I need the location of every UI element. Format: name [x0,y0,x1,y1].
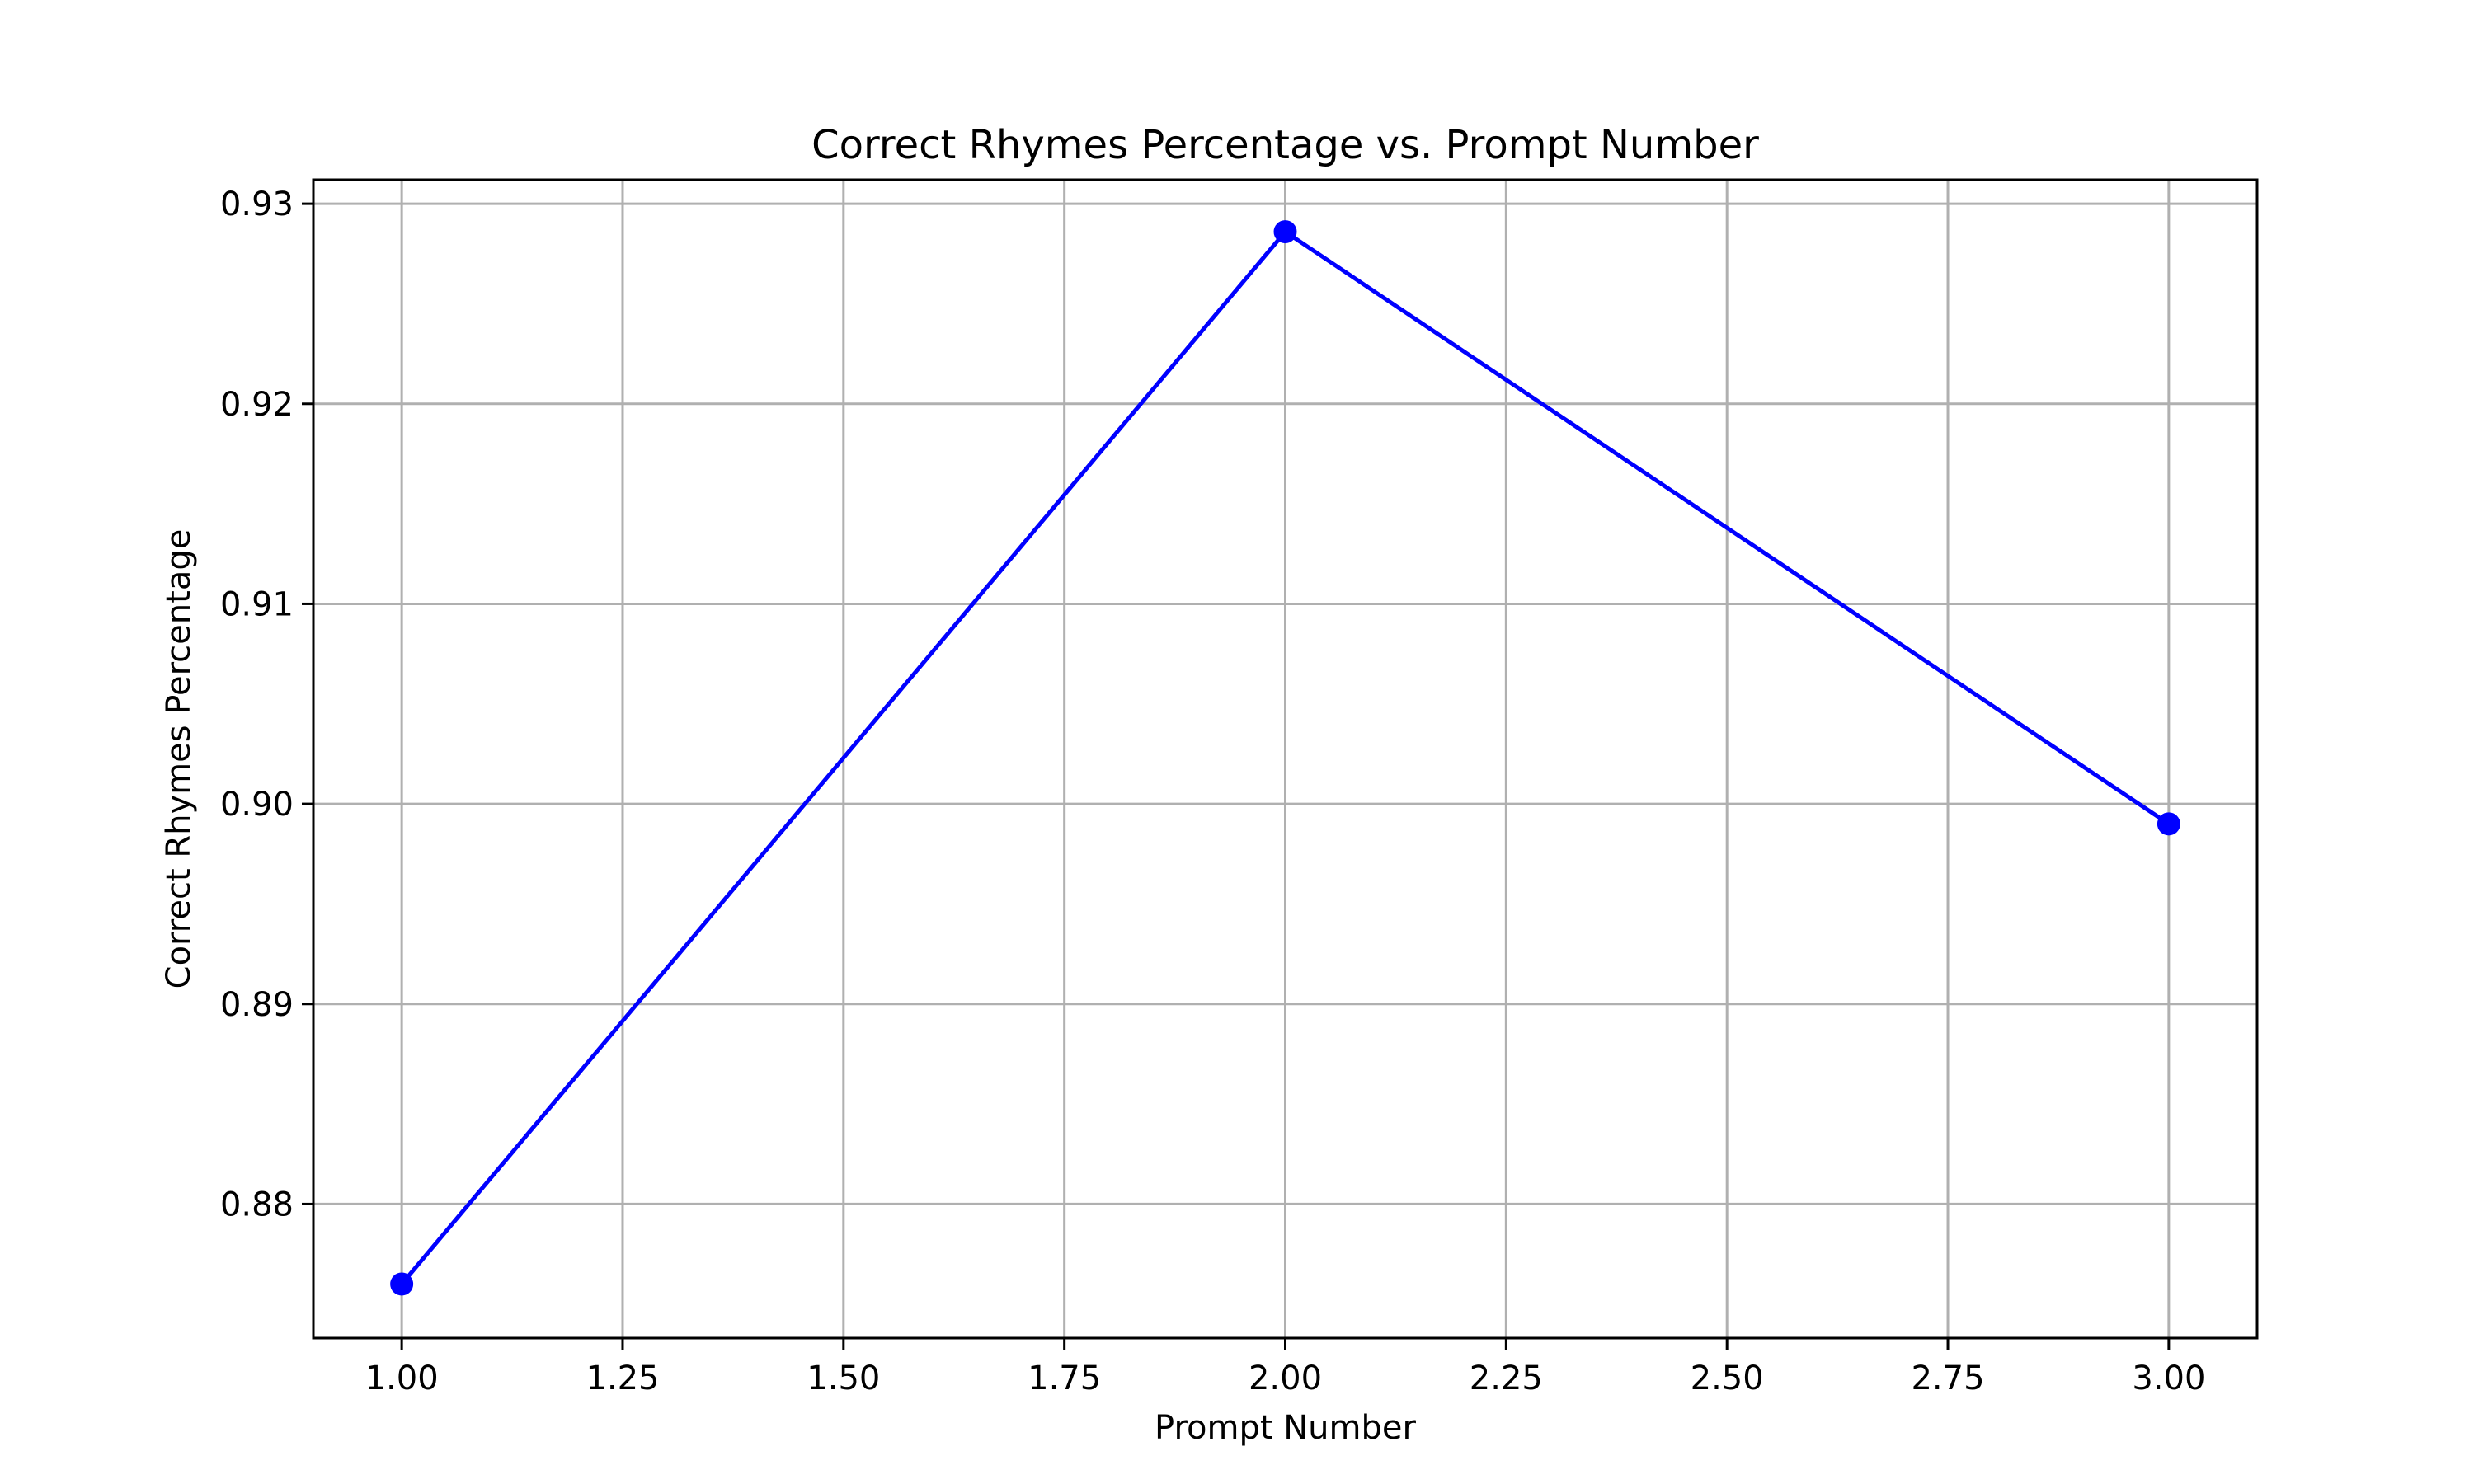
y-axis-label: Correct Rhymes Percentage [160,529,198,989]
series-layer [390,220,2180,1296]
x-tick-label: 1.25 [586,1360,659,1397]
data-point-marker [2157,812,2180,836]
x-tick-label: 1.00 [365,1360,439,1397]
x-axis-ticks: 1.00 1.25 1.50 1.75 2.00 2.25 2.50 2.75 3.00 [365,1338,2205,1397]
x-tick-label: 2.50 [1691,1360,1764,1397]
y-axis-ticks: 0.88 0.89 0.90 0.91 0.92 0.93 [220,186,313,1223]
data-point-marker [1273,220,1297,244]
x-tick-label: 2.25 [1470,1360,1543,1397]
x-tick-label: 2.00 [1249,1360,1322,1397]
y-tick-label: 0.90 [220,786,294,824]
y-tick-label: 0.88 [220,1186,294,1223]
x-tick-label: 1.50 [807,1360,880,1397]
x-axis-label: Prompt Number [1155,1409,1416,1447]
y-tick-label: 0.92 [220,386,294,424]
grid-lines [313,180,2257,1338]
x-tick-label: 2.75 [1911,1360,1984,1397]
y-tick-label: 0.93 [220,186,294,223]
chart-title: Correct Rhymes Percentage vs. Prompt Num… [811,122,1759,168]
y-tick-label: 0.91 [220,585,294,623]
data-point-marker [390,1272,414,1296]
x-tick-label: 1.75 [1028,1360,1101,1397]
y-tick-label: 0.89 [220,986,294,1024]
x-tick-label: 3.00 [2132,1360,2205,1397]
